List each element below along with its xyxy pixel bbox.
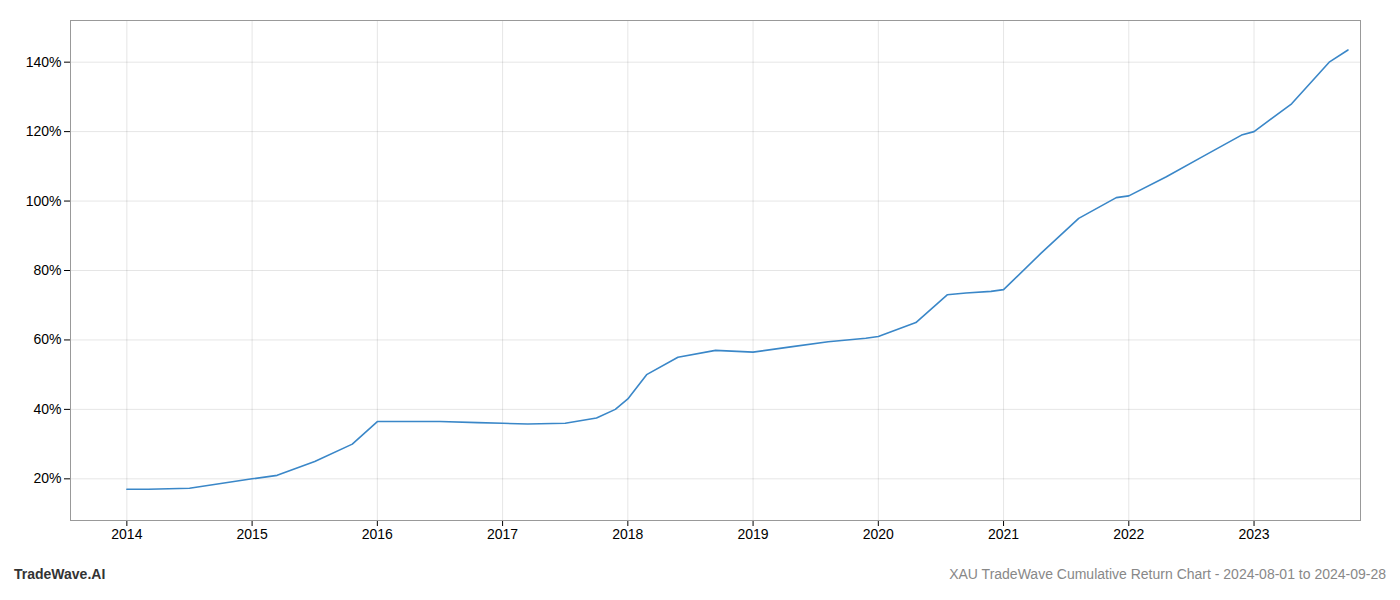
- svg-text:2022: 2022: [1113, 526, 1144, 542]
- svg-text:120%: 120%: [26, 123, 62, 139]
- svg-text:2023: 2023: [1238, 526, 1269, 542]
- svg-text:2017: 2017: [487, 526, 518, 542]
- svg-text:20%: 20%: [33, 470, 61, 486]
- svg-text:80%: 80%: [33, 262, 61, 278]
- svg-text:100%: 100%: [26, 193, 62, 209]
- svg-text:2014: 2014: [111, 526, 142, 542]
- svg-text:40%: 40%: [33, 401, 61, 417]
- svg-text:140%: 140%: [26, 54, 62, 70]
- svg-text:2015: 2015: [237, 526, 268, 542]
- svg-text:2020: 2020: [863, 526, 894, 542]
- svg-text:60%: 60%: [33, 331, 61, 347]
- svg-text:2021: 2021: [988, 526, 1019, 542]
- html-text:TradeWave.AI: TradeWave.AI: [14, 566, 106, 582]
- svg-text:2018: 2018: [612, 526, 643, 542]
- html-text:XAU TradeWave Cumulative Retur: XAU TradeWave Cumulative Return Chart - …: [949, 566, 1386, 582]
- svg-text:2016: 2016: [362, 526, 393, 542]
- svg-text:2019: 2019: [737, 526, 768, 542]
